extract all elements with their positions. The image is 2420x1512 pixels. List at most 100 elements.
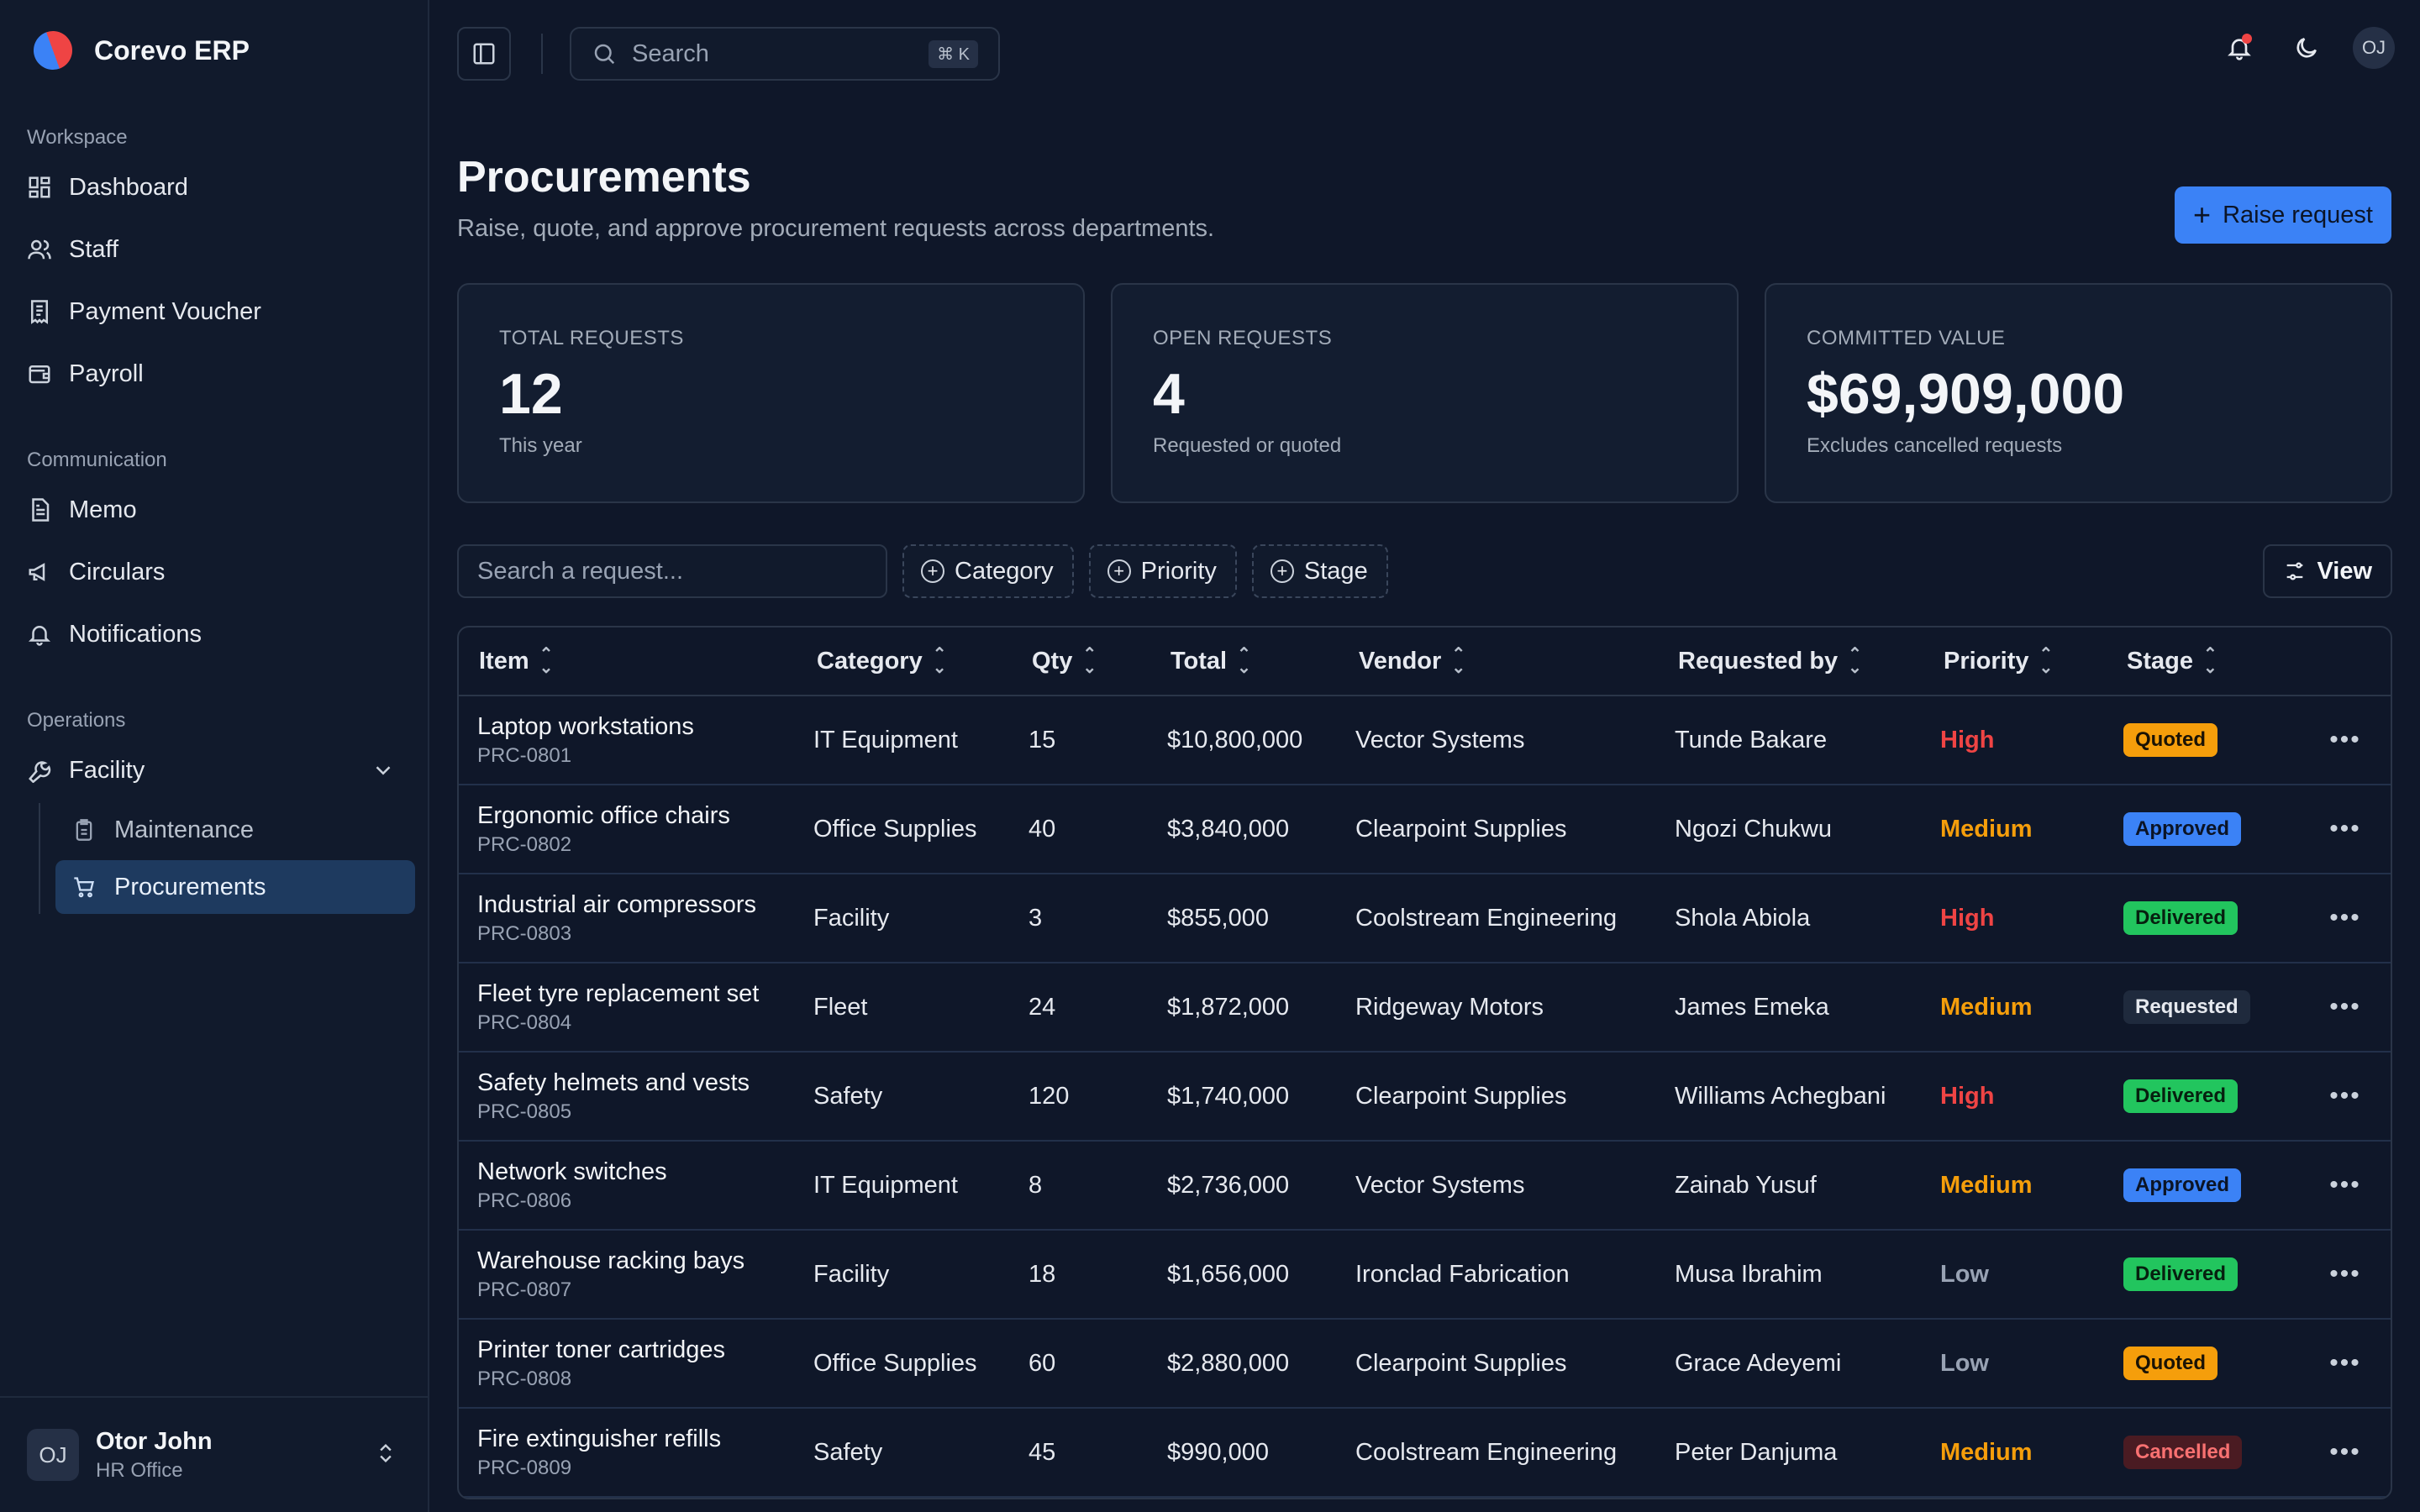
column-header-stage[interactable]: Stage ⌃ ⌄: [2127, 645, 2217, 677]
cell-item: Laptop workstations PRC-0801: [459, 713, 813, 768]
search-icon: [594, 44, 615, 65]
cell-item: Safety helmets and vests PRC-0805: [459, 1069, 813, 1124]
user-menu[interactable]: OJ Otor John HR Office: [0, 1396, 428, 1512]
sidebar-item-facility[interactable]: Facility: [15, 741, 413, 800]
more-icon[interactable]: •••: [2329, 1082, 2361, 1110]
stat-label: OPEN REQUESTS: [1153, 327, 1333, 349]
theme-toggle-button[interactable]: [2286, 27, 2328, 69]
item-id: PRC-0801: [477, 743, 572, 767]
item-name: Laptop workstations: [477, 712, 694, 740]
column-header-qty[interactable]: Qty ⌃ ⌄: [1032, 645, 1097, 677]
priority-label: High: [1940, 726, 1995, 753]
sort-icon: ⌃ ⌄: [1237, 645, 1251, 677]
raise-request-button[interactable]: + Raise request: [2175, 186, 2391, 244]
cell-total: $2,736,000: [1167, 1171, 1290, 1199]
chevrons-up-down-icon: [374, 1441, 397, 1469]
more-icon[interactable]: •••: [2329, 726, 2361, 753]
sliders-icon: [2287, 562, 2303, 580]
cell-category: IT Equipment: [813, 1171, 958, 1199]
cell-category: Fleet: [813, 993, 868, 1021]
table-row[interactable]: Warehouse racking bays PRC-0807 Facility 18…: [459, 1231, 2391, 1320]
sidebar-item-memo[interactable]: Memo: [15, 480, 413, 539]
table-row[interactable]: Industrial air compressors PRC-0803 Facili…: [459, 874, 2391, 963]
table-row[interactable]: Ergonomic office chairs PRC-0802 Office Su…: [459, 785, 2391, 874]
section-label-operations: Operations: [27, 709, 126, 732]
sidebar-item-label: Procurements: [114, 873, 266, 900]
item-name: Industrial air compressors: [477, 890, 756, 918]
table-row[interactable]: Fleet tyre replacement set PRC-0804 Fleet 2…: [459, 963, 2391, 1053]
cell-category: Facility: [813, 1260, 890, 1288]
notifications-button[interactable]: [2218, 27, 2260, 69]
column-header-total[interactable]: Total ⌃ ⌄: [1171, 645, 1251, 677]
sidebar-item-maintenance[interactable]: Maintenance: [55, 803, 415, 857]
sidebar-item-payroll[interactable]: Payroll: [15, 344, 413, 403]
raise-request-label: Raise request: [2223, 201, 2373, 228]
cell-vendor: Vector Systems: [1355, 726, 1525, 753]
brand[interactable]: Corevo ERP: [0, 0, 428, 101]
column-header-priority[interactable]: Priority ⌃ ⌄: [1944, 645, 2054, 677]
more-icon[interactable]: •••: [2329, 904, 2361, 932]
sidebar-item-label: Notifications: [69, 620, 202, 648]
cell-item: Warehouse racking bays PRC-0807: [459, 1247, 813, 1302]
column-header-item[interactable]: Item ⌃ ⌄: [479, 645, 554, 677]
sidebar-item-procurements[interactable]: Procurements: [55, 860, 415, 914]
sidebar-item-payment-voucher[interactable]: Payment Voucher: [15, 282, 413, 341]
cell-requested-by: Musa Ibrahim: [1675, 1260, 1823, 1288]
sidebar-item-circulars[interactable]: Circulars: [15, 543, 413, 601]
more-icon[interactable]: •••: [2329, 1349, 2361, 1377]
topbar-actions: OJ: [2218, 27, 2395, 69]
cell-item: Industrial air compressors PRC-0803: [459, 891, 813, 946]
cell-requested-by: Shola Abiola: [1675, 904, 1811, 932]
app-name: Corevo ERP: [94, 34, 250, 66]
moon-icon: [2296, 38, 2317, 58]
table-row[interactable]: Laptop workstations PRC-0801 IT Equipment 1…: [459, 696, 2391, 785]
users-icon: [27, 237, 52, 262]
column-header-category[interactable]: Category ⌃ ⌄: [817, 645, 947, 677]
request-search-input[interactable]: Search a request...: [457, 544, 887, 598]
sidebar-item-staff[interactable]: Staff: [15, 220, 413, 279]
cell-qty: 18: [1028, 1260, 1056, 1288]
global-search-input[interactable]: Search ⌘ K: [570, 27, 1000, 81]
more-icon[interactable]: •••: [2329, 1171, 2361, 1199]
status-badge: Requested: [2123, 990, 2250, 1024]
view-options-button[interactable]: View: [2263, 544, 2392, 598]
filter-priority[interactable]: + Priority: [1088, 544, 1237, 598]
table-row[interactable]: Network switches PRC-0806 IT Equipment 8 $2,…: [459, 1142, 2391, 1231]
cell-category: Office Supplies: [813, 815, 977, 843]
cell-category: Safety: [813, 1082, 883, 1110]
stat-card-total: TOTAL REQUESTS 12 This year: [457, 283, 1085, 503]
sidebar-toggle-button[interactable]: [457, 27, 511, 81]
item-name: Fire extinguisher refills: [477, 1425, 722, 1452]
status-badge: Delivered: [2123, 1079, 2238, 1113]
cell-total: $2,880,000: [1167, 1349, 1290, 1377]
search-shortcut: ⌘ K: [929, 39, 978, 68]
priority-label: High: [1940, 1082, 1995, 1110]
more-icon[interactable]: •••: [2329, 993, 2361, 1021]
sidebar-item-notifications[interactable]: Notifications: [15, 605, 413, 664]
stat-value: $69,909,000: [1807, 362, 2125, 426]
item-name: Ergonomic office chairs: [477, 801, 730, 829]
table-row[interactable]: Safety helmets and vests PRC-0805 Safety 12…: [459, 1053, 2391, 1142]
cell-qty: 60: [1028, 1349, 1056, 1377]
column-header-vendor[interactable]: Vendor ⌃ ⌄: [1359, 645, 1466, 677]
item-id: PRC-0807: [477, 1278, 572, 1301]
table-row[interactable]: Fire extinguisher refills PRC-0809 Safety 4…: [459, 1409, 2391, 1498]
table-row[interactable]: Printer toner cartridges PRC-0808 Office S…: [459, 1320, 2391, 1409]
page-title: Procurements: [457, 153, 751, 202]
more-icon[interactable]: •••: [2329, 1438, 2361, 1466]
chevron-down-icon[interactable]: [371, 758, 396, 783]
avatar[interactable]: OJ: [2353, 27, 2395, 69]
main-content: Search ⌘ K OJ Procurements Raise, quote,…: [429, 0, 2420, 1512]
avatar: OJ: [27, 1429, 79, 1481]
facility-submenu: Maintenance Procurements: [39, 803, 428, 914]
stat-label: TOTAL REQUESTS: [499, 327, 684, 349]
column-header-requested-by[interactable]: Requested by ⌃ ⌄: [1678, 645, 1862, 677]
more-icon[interactable]: •••: [2329, 815, 2361, 843]
item-name: Printer toner cartridges: [477, 1336, 725, 1363]
more-icon[interactable]: •••: [2329, 1260, 2361, 1288]
filter-bar: Search a request... + Category + Priorit…: [457, 543, 2392, 599]
stat-value: 12: [499, 362, 563, 426]
sidebar-item-dashboard[interactable]: Dashboard: [15, 158, 413, 217]
filter-stage[interactable]: + Stage: [1251, 544, 1388, 598]
filter-category[interactable]: + Category: [902, 544, 1074, 598]
